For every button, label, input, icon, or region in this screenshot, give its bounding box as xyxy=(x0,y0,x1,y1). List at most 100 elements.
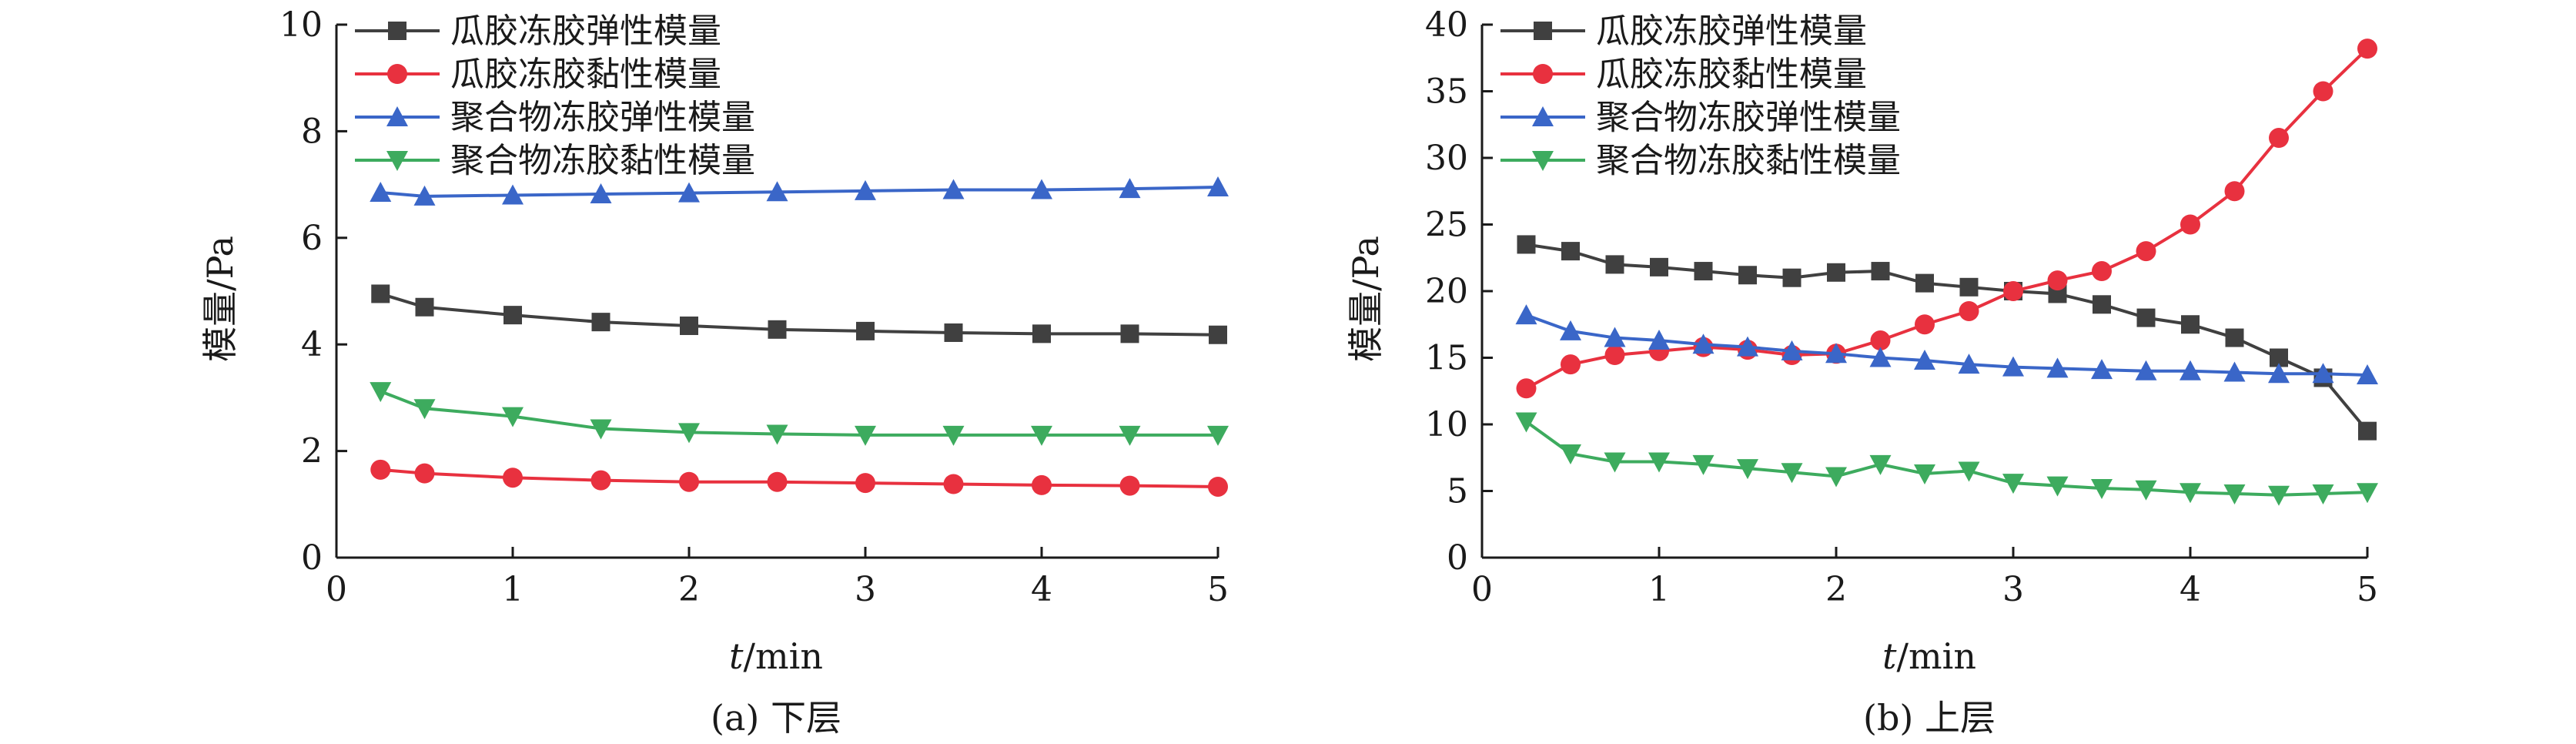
panel-b-x-tick-label: 3 xyxy=(2002,570,2024,609)
panel-a-y-axis-label: 模量/Pa xyxy=(199,236,241,362)
panel-a-legend-swatch-marker xyxy=(386,151,408,171)
panel-b-series-0-point xyxy=(1782,268,1802,287)
panel-a-x-axis-label: t/min xyxy=(729,635,823,677)
panel-a-series-3-point xyxy=(855,425,876,446)
panel-b-y-tick-label: 20 xyxy=(1425,272,1468,311)
panel-b-series-2-point xyxy=(2091,359,2113,380)
panel-b-series-1-point xyxy=(2003,281,2023,301)
panel-b-series-2-point xyxy=(1692,333,1715,354)
panel-b-caption: (b) 上层 xyxy=(1863,697,1996,739)
panel-b-legend-swatch-marker xyxy=(1534,22,1552,40)
panel-b-series-2-point xyxy=(1737,336,1758,357)
panel-b-series-2-point xyxy=(1648,330,1670,350)
panel-a-series-1-point xyxy=(1119,475,1140,496)
panel-a-series-3-point xyxy=(766,424,788,445)
panel-a-series-0-point xyxy=(1032,324,1051,344)
panel-b-y-tick-label: 5 xyxy=(1447,472,1468,511)
panel-b-series-1-point xyxy=(2224,181,2245,202)
panel-a-series-3-point xyxy=(413,399,436,420)
panel-a-y-tick-label: 0 xyxy=(301,538,323,578)
panel-a-y-tick-label: 2 xyxy=(301,432,323,471)
panel-a-series-2-point xyxy=(942,179,965,199)
panel-a-series-0-point xyxy=(1209,325,1227,344)
panel-b-series-2-point xyxy=(2357,364,2378,384)
panel-a-series-2-point xyxy=(855,179,876,200)
panel-a-x-tick-label: 1 xyxy=(502,570,524,609)
panel-a-legend-label-2: 聚合物冻胶弹性模量 xyxy=(450,98,755,137)
panel-b-legend-label-0: 瓜胶冻胶弹性模量 xyxy=(1596,12,1867,51)
panel-a-series-2-point xyxy=(1031,179,1052,199)
panel-a-series-1-point xyxy=(503,468,523,488)
panel-a-y-tick-label: 6 xyxy=(301,219,323,258)
panel-b-series-3-point xyxy=(2002,474,2024,494)
panel-a-legend-swatch-marker xyxy=(388,22,406,40)
panel-b-legend-swatch-marker xyxy=(1533,64,1553,84)
panel-b-series-3-point xyxy=(1648,452,1670,473)
panel-b-series-2-point xyxy=(2268,363,2290,384)
panel-b-series-2-point xyxy=(1515,304,1537,325)
panel-a-legend-swatch-marker xyxy=(386,106,408,126)
panel-a-series-0-point xyxy=(856,321,875,340)
panel-b-y-axis-label: 模量/Pa xyxy=(1345,236,1387,362)
panel-b-series-2-point xyxy=(2002,356,2024,377)
panel-b-series-0 xyxy=(1517,235,2377,441)
panel-a-legend-item-3: 聚合物冻胶黏性模量 xyxy=(355,141,755,180)
panel-a-x-tick-label: 5 xyxy=(1207,570,1229,609)
panel-b-legend-swatch-marker xyxy=(1532,151,1554,171)
panel-b-y-tick-label: 15 xyxy=(1425,339,1468,378)
panel-b-legend-item-2: 聚合物冻胶弹性模量 xyxy=(1500,98,1901,137)
panel-b-x-tick-label: 2 xyxy=(1825,570,1847,609)
panel-a-series-2-point xyxy=(502,184,524,205)
panel-a-series-2-line xyxy=(380,186,1219,198)
panel-a-series-3-point xyxy=(678,423,700,444)
panel-a-legend-item-1: 瓜胶冻胶黏性模量 xyxy=(355,55,721,94)
panel-b-series-2-point xyxy=(1914,349,1935,370)
panel-b-y-tick-label: 0 xyxy=(1447,538,1468,578)
panel-a-y-tick-label: 8 xyxy=(301,112,323,151)
panel-a-series-0-point xyxy=(768,320,787,339)
panel-b-series-1-point xyxy=(2357,39,2377,59)
panel-a-series-3 xyxy=(370,382,1229,446)
panel-a-series-1-point xyxy=(1208,476,1228,497)
panel-b-series-1-point xyxy=(1959,300,1979,321)
panel-b-series-0-point xyxy=(1827,263,1845,282)
panel-b-series-0-point xyxy=(1650,257,1668,276)
panel-b-series-1-point xyxy=(1870,330,1891,351)
panel-a-series-1-point xyxy=(414,463,435,484)
panel-b-x-axis-label: t/min xyxy=(1882,635,1976,677)
panel-a-x-axis-unit: /min xyxy=(744,635,823,677)
panel-b-series-3-point xyxy=(2091,479,2113,500)
panel-b-legend-item-0: 瓜胶冻胶弹性模量 xyxy=(1500,12,1867,51)
panel-a-series-0-point xyxy=(371,284,390,303)
panel-a-series-0-point xyxy=(415,297,434,317)
panel-b-series-2-point xyxy=(1958,354,1980,374)
panel-a-legend-item-2: 聚合物冻胶弹性模量 xyxy=(355,98,755,137)
panel-b-y-tick-label: 35 xyxy=(1425,72,1468,112)
panel-a-series-2-point xyxy=(590,183,612,204)
panel-b-x-tick-label: 4 xyxy=(2180,570,2201,609)
panel-a-series-1-point xyxy=(1032,474,1052,495)
panel-b-series-3-point xyxy=(1604,452,1626,473)
panel-b-y-tick-label: 40 xyxy=(1425,5,1468,45)
panel-b-series-0-point xyxy=(2093,295,2111,314)
panel-b-legend-item-3: 聚合物冻胶黏性模量 xyxy=(1500,141,1901,180)
panel-b-series-0-point xyxy=(1694,262,1713,281)
panel-b-series-2-point xyxy=(1604,327,1626,347)
panel-b-series-0-point xyxy=(1959,277,1979,297)
panel-a-series-1 xyxy=(370,459,1228,497)
panel-b-series-3-point xyxy=(1825,467,1847,488)
panel-b-series-0-point xyxy=(2136,308,2156,327)
panel-b-series-3-point xyxy=(1781,463,1803,484)
panel-a-series-1-point xyxy=(590,470,611,491)
panel-b-series-2-point xyxy=(1560,320,1581,340)
panel-b-series-0-point xyxy=(1605,255,1624,274)
panel-b-series-1-point xyxy=(2092,261,2112,282)
panel-a-x-tick-label: 3 xyxy=(855,570,876,609)
panel-b-series-0-point xyxy=(2225,328,2244,347)
panel-a-series-0-point xyxy=(503,306,522,325)
panel-b-series-3-point xyxy=(1869,454,1892,475)
panel-b-series-3-point xyxy=(2357,483,2378,504)
panel-b-series-2-point xyxy=(1825,343,1847,364)
panel-b-series-3-point xyxy=(1560,444,1581,465)
